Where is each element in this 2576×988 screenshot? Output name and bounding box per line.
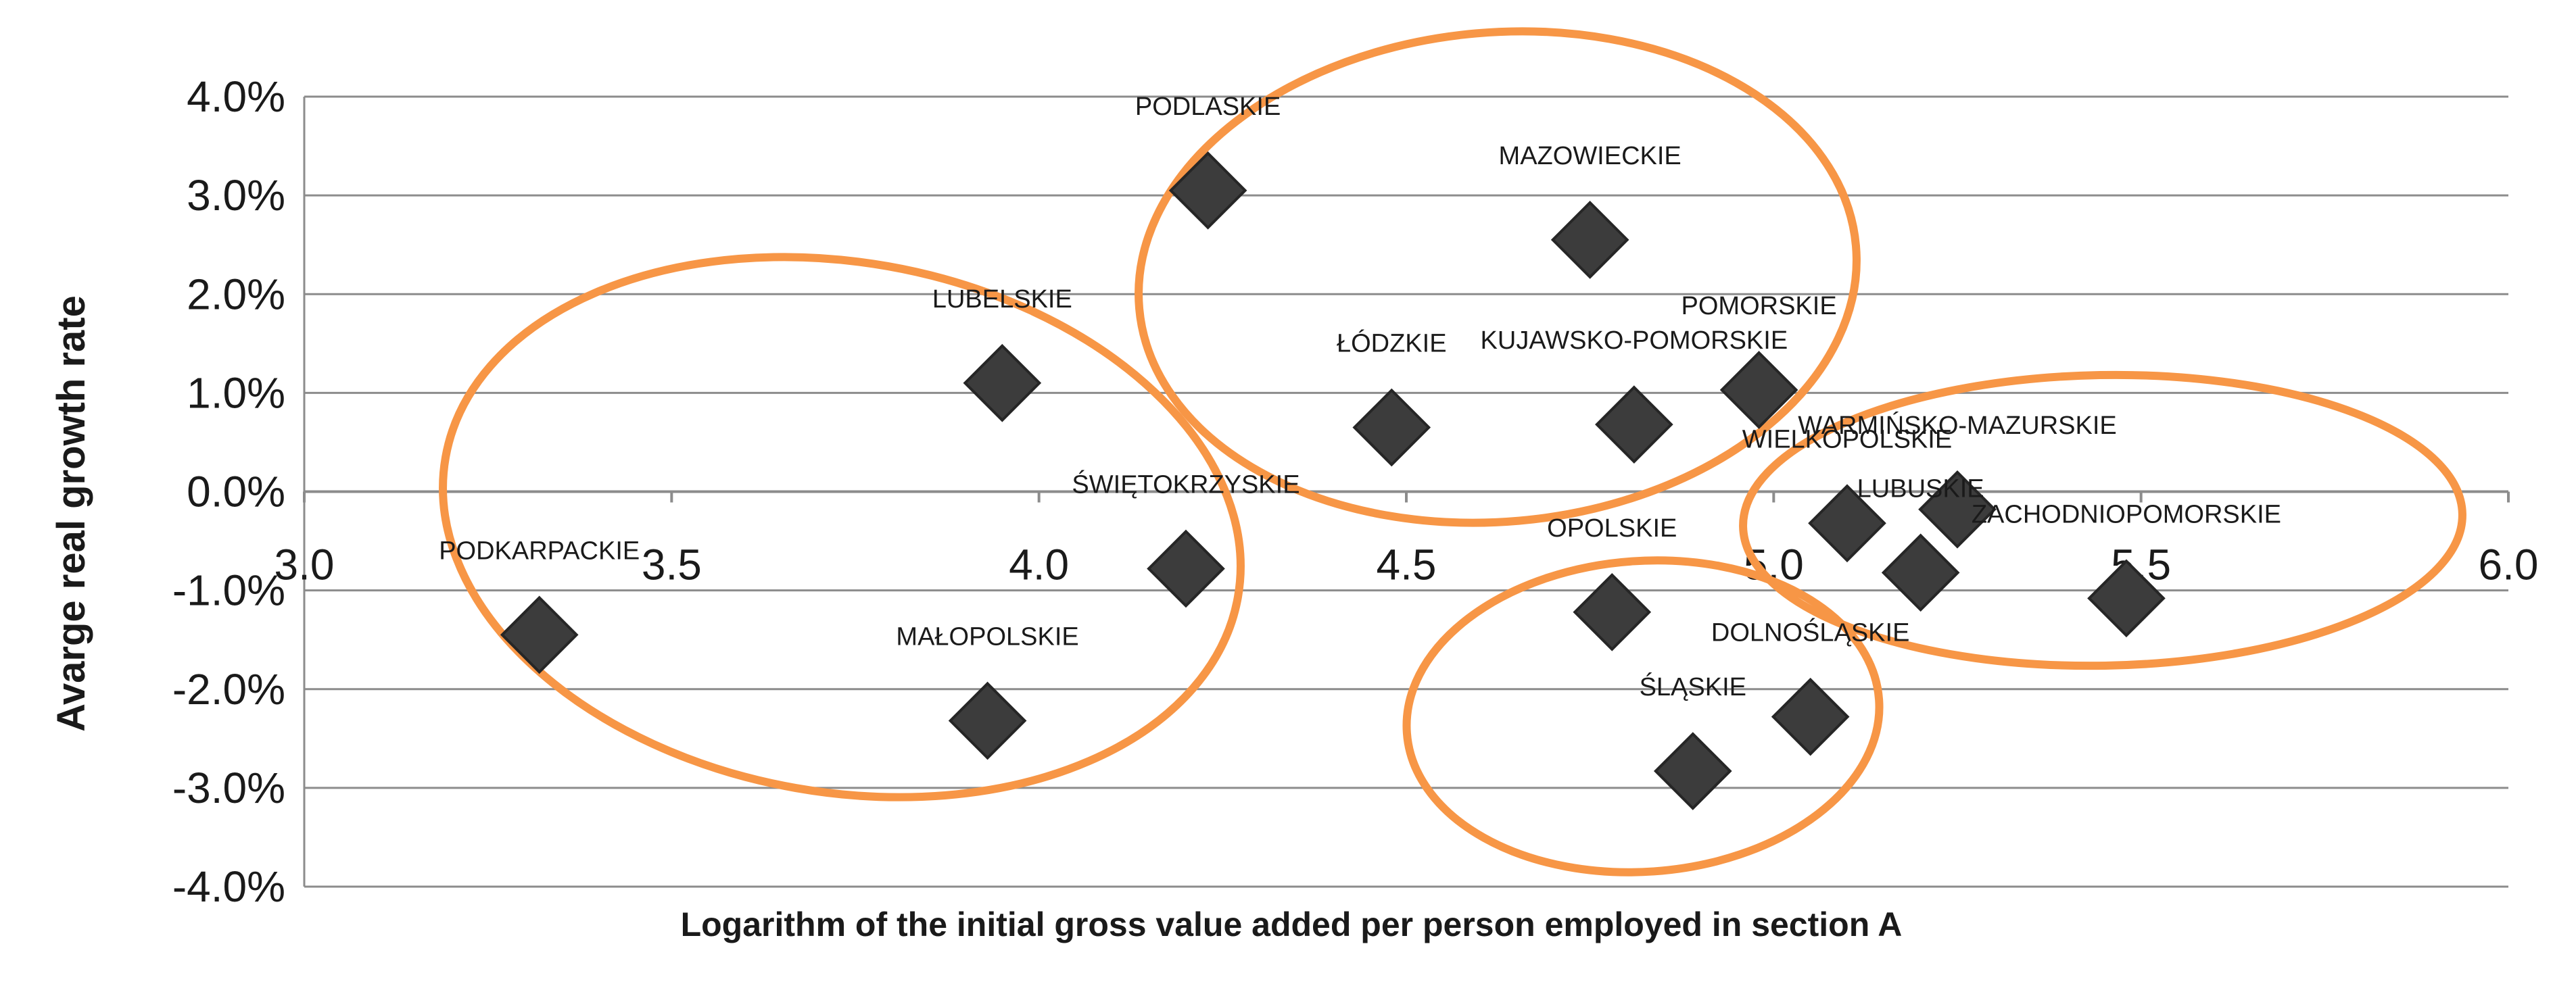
data-label: WIELKOPOLSKIE [1742,425,1952,453]
x-axis-title: Logarithm of the initial gross value add… [681,906,1903,943]
data-point [2087,559,2166,638]
y-tick-label: 4.0% [187,72,285,121]
data-label: PODKARPACKIE [439,537,640,565]
y-tick-label: 2.0% [187,270,285,318]
y-axis-title: Avarge real growth rate [49,295,93,732]
data-points [500,151,2166,810]
cluster-ellipse-central [1135,27,1861,527]
data-point [1881,533,1960,612]
y-tick-label: -3.0% [172,764,285,812]
data-label: LUBUSKIE [1857,474,1984,503]
data-label: WARMIŃSKO-MAZURSKIE [1798,411,2117,440]
data-label: POMORSKIE [1681,292,1837,320]
data-point [1147,529,1225,608]
data-label: MAZOWIECKIE [1499,142,1681,170]
data-point [1918,470,1997,549]
data-point [1550,201,1629,279]
gridlines [303,95,2508,888]
data-label: ŁÓDZKIE [1337,329,1447,358]
data-point [500,595,579,674]
y-tick-label: -2.0% [172,665,285,714]
cluster-ellipse-east [1739,370,2466,670]
y-axis-tick-labels: 4.0% 3.0% 2.0% 1.0% 0.0% -1.0% -2.0% -3.0% -4.0% [172,72,285,911]
data-label: OPOLSKIE [1547,514,1677,543]
x-tick-label: 6.0 [2479,541,2539,589]
data-point [948,681,1027,760]
data-label: PODLASKIE [1135,93,1281,121]
cluster-ellipse-west [439,253,1245,801]
data-label: ZACHODNIOPOMORSKIE [1972,500,2281,528]
data-point [1719,351,1798,429]
data-label: KUJAWSKO-POMORSKIE [1481,326,1788,355]
cluster-ellipses [439,27,2466,876]
data-point [1168,151,1247,230]
data-point [1808,484,1886,563]
data-point [1653,732,1732,810]
data-label: ŚLĄSKIE [1640,671,1746,701]
data-point [1771,677,1850,756]
x-tick-label: 3.5 [642,541,702,589]
data-label: LUBELSKIE [932,285,1072,314]
data-point [1352,388,1431,467]
x-tick-label: 4.5 [1377,541,1437,589]
y-tick-label: 3.0% [187,171,285,220]
data-labels: PODKARPACKIE MAŁOPOLSKIE LUBELSKIE ŚWIĘTOKR… [439,93,2281,701]
data-label: DOLNOŚLĄSKIE [1711,617,1910,647]
cluster-ellipse-south [1402,556,1884,876]
y-tick-label: 1.0% [187,368,285,417]
x-tick-label: 3.0 [275,541,335,589]
x-tick-label: 4.0 [1009,541,1069,589]
data-label: MAŁOPOLSKIE [896,623,1078,651]
y-tick-label: -4.0% [172,862,285,911]
data-point [1595,385,1673,464]
y-tick-label: -1.0% [172,566,285,615]
data-point [963,343,1042,422]
data-point [1573,572,1652,651]
y-tick-label: 0.0% [187,468,285,516]
data-label: ŚWIĘTOKRZYSKIE [1072,468,1299,499]
